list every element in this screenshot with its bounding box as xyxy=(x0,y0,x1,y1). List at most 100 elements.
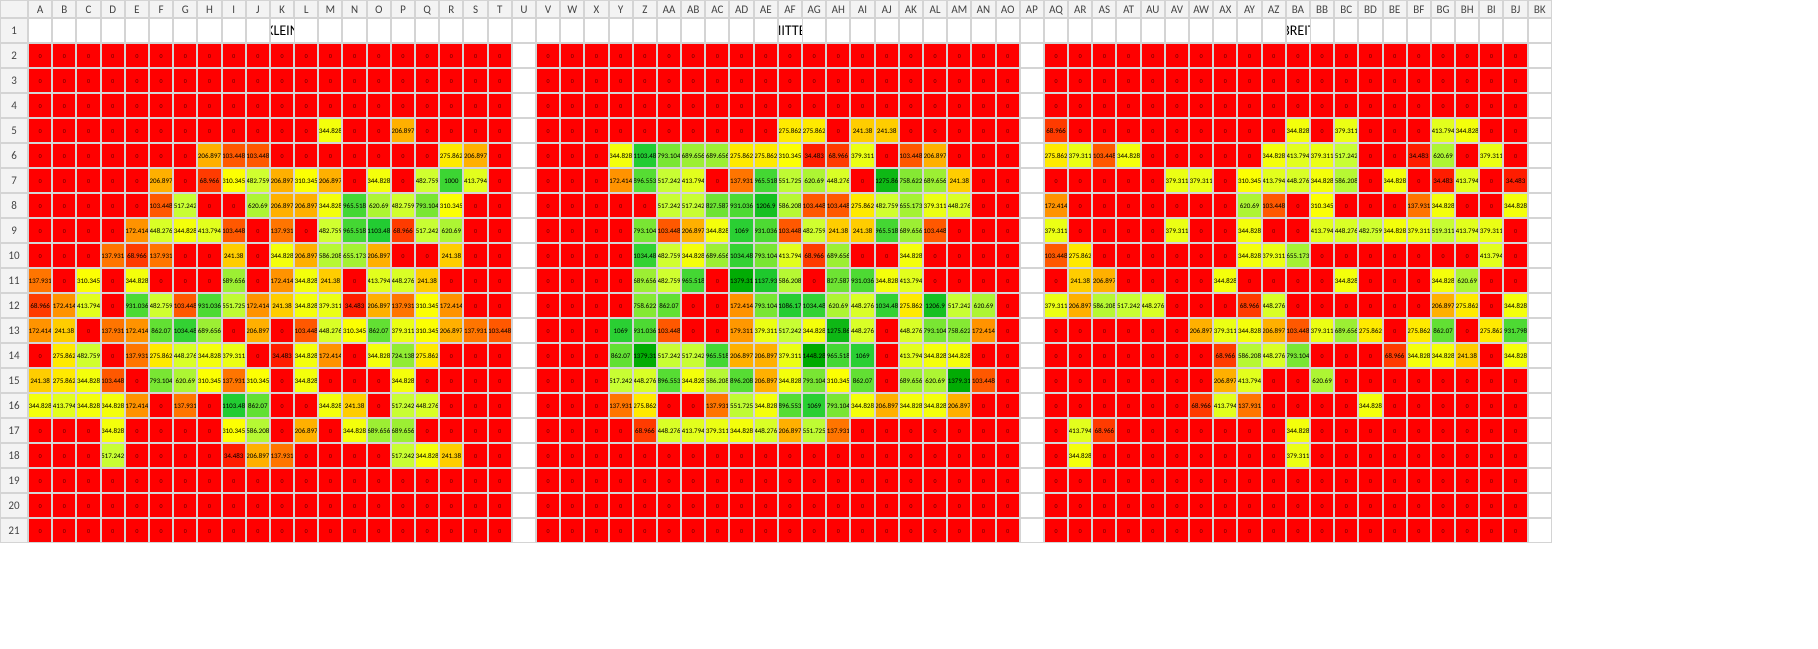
cell-AI6[interactable]: 379.311 xyxy=(850,143,874,168)
cell-G1[interactable] xyxy=(173,18,197,43)
cell-AF15[interactable]: 344.828 xyxy=(778,368,802,393)
cell-AC4[interactable]: 0 xyxy=(705,93,729,118)
cell-AH6[interactable]: 68.966 xyxy=(826,143,850,168)
cell-AZ3[interactable]: 0 xyxy=(1262,68,1286,93)
cell-AW21[interactable]: 0 xyxy=(1189,518,1213,543)
cell-AC5[interactable]: 0 xyxy=(705,118,729,143)
row-header-9[interactable]: 9 xyxy=(0,218,28,243)
cell-Y13[interactable]: 1069 xyxy=(609,318,633,343)
cell-B11[interactable]: 0 xyxy=(52,268,76,293)
cell-B8[interactable]: 0 xyxy=(52,193,76,218)
cell-AQ21[interactable]: 0 xyxy=(1044,518,1068,543)
cell-BC1[interactable] xyxy=(1334,18,1358,43)
cell-P5[interactable]: 206.897 xyxy=(391,118,415,143)
cell-AP11[interactable] xyxy=(1020,268,1044,293)
cell-J12[interactable]: 172.414 xyxy=(246,293,270,318)
cell-W7[interactable]: 0 xyxy=(560,168,584,193)
cell-Y21[interactable]: 0 xyxy=(609,518,633,543)
cell-AQ19[interactable]: 0 xyxy=(1044,468,1068,493)
cell-K20[interactable]: 0 xyxy=(270,493,294,518)
cell-L5[interactable]: 0 xyxy=(294,118,318,143)
cell-BC17[interactable]: 0 xyxy=(1334,418,1358,443)
cell-AN19[interactable]: 0 xyxy=(971,468,995,493)
cell-BH13[interactable]: 0 xyxy=(1455,318,1479,343)
cell-AX3[interactable]: 0 xyxy=(1213,68,1237,93)
cell-Y12[interactable]: 0 xyxy=(609,293,633,318)
cell-K14[interactable]: 34.483 xyxy=(270,343,294,368)
cell-BB18[interactable]: 0 xyxy=(1310,443,1334,468)
cell-AG4[interactable]: 0 xyxy=(802,93,826,118)
cell-AJ10[interactable]: 0 xyxy=(875,243,899,268)
cell-BG1[interactable] xyxy=(1431,18,1455,43)
cell-I6[interactable]: 103.448 xyxy=(222,143,246,168)
cell-AH3[interactable]: 0 xyxy=(826,68,850,93)
cell-AA9[interactable]: 103.448 xyxy=(657,218,681,243)
cell-K18[interactable]: 137.931 xyxy=(270,443,294,468)
cell-L19[interactable]: 0 xyxy=(294,468,318,493)
cell-K16[interactable]: 0 xyxy=(270,393,294,418)
cell-L3[interactable]: 0 xyxy=(294,68,318,93)
cell-B13[interactable]: 241.38 xyxy=(52,318,76,343)
cell-AX6[interactable]: 0 xyxy=(1213,143,1237,168)
col-header-F[interactable]: F xyxy=(149,0,173,18)
cell-AR17[interactable]: 413.794 xyxy=(1068,418,1092,443)
cell-U10[interactable] xyxy=(512,243,536,268)
cell-AH16[interactable]: 793.104 xyxy=(826,393,850,418)
cell-B7[interactable]: 0 xyxy=(52,168,76,193)
cell-AU8[interactable]: 0 xyxy=(1141,193,1165,218)
cell-BD9[interactable]: 482.759 xyxy=(1358,218,1382,243)
cell-AT18[interactable]: 0 xyxy=(1116,443,1140,468)
cell-J10[interactable]: 0 xyxy=(246,243,270,268)
cell-AO6[interactable]: 0 xyxy=(996,143,1020,168)
cell-D7[interactable]: 0 xyxy=(101,168,125,193)
cell-AV19[interactable]: 0 xyxy=(1165,468,1189,493)
cell-BA14[interactable]: 793.104 xyxy=(1286,343,1310,368)
cell-BA6[interactable]: 413.794 xyxy=(1286,143,1310,168)
cell-BK19[interactable] xyxy=(1528,468,1552,493)
cell-L12[interactable]: 344.828 xyxy=(294,293,318,318)
cell-BH10[interactable]: 0 xyxy=(1455,243,1479,268)
cell-AD12[interactable]: 172.414 xyxy=(729,293,753,318)
cell-G3[interactable]: 0 xyxy=(173,68,197,93)
cell-AX5[interactable]: 0 xyxy=(1213,118,1237,143)
cell-BD4[interactable]: 0 xyxy=(1358,93,1382,118)
cell-AF18[interactable]: 0 xyxy=(778,443,802,468)
cell-Y6[interactable]: 344.828 xyxy=(609,143,633,168)
cell-S12[interactable]: 0 xyxy=(463,293,487,318)
cell-AA13[interactable]: 103.448 xyxy=(657,318,681,343)
cell-M13[interactable]: 448.276 xyxy=(318,318,342,343)
cell-R21[interactable]: 0 xyxy=(439,518,463,543)
cell-AS16[interactable]: 0 xyxy=(1092,393,1116,418)
cell-BI15[interactable]: 0 xyxy=(1479,368,1503,393)
cell-AE4[interactable]: 0 xyxy=(754,93,778,118)
cell-S14[interactable]: 0 xyxy=(463,343,487,368)
cell-AO9[interactable]: 0 xyxy=(996,218,1020,243)
cell-L21[interactable]: 0 xyxy=(294,518,318,543)
cell-AV17[interactable]: 0 xyxy=(1165,418,1189,443)
cell-AG9[interactable]: 482.759 xyxy=(802,218,826,243)
cell-U17[interactable] xyxy=(512,418,536,443)
cell-AU7[interactable]: 0 xyxy=(1141,168,1165,193)
cell-Y14[interactable]: 862.07 xyxy=(609,343,633,368)
cell-BG4[interactable]: 0 xyxy=(1431,93,1455,118)
cell-BA21[interactable]: 0 xyxy=(1286,518,1310,543)
cell-BJ15[interactable]: 0 xyxy=(1503,368,1527,393)
cell-AO10[interactable]: 0 xyxy=(996,243,1020,268)
cell-AC1[interactable] xyxy=(705,18,729,43)
cell-AV2[interactable]: 0 xyxy=(1165,43,1189,68)
cell-AD18[interactable]: 0 xyxy=(729,443,753,468)
cell-K12[interactable]: 241.38 xyxy=(270,293,294,318)
cell-AH14[interactable]: 965.518 xyxy=(826,343,850,368)
col-header-AA[interactable]: AA xyxy=(657,0,681,18)
cell-BD1[interactable] xyxy=(1358,18,1382,43)
col-header-U[interactable]: U xyxy=(512,0,536,18)
cell-AI21[interactable]: 0 xyxy=(850,518,874,543)
cell-AL21[interactable]: 0 xyxy=(923,518,947,543)
cell-AP4[interactable] xyxy=(1020,93,1044,118)
cell-BH15[interactable]: 0 xyxy=(1455,368,1479,393)
cell-AY18[interactable]: 0 xyxy=(1237,443,1261,468)
cell-BK13[interactable] xyxy=(1528,318,1552,343)
cell-AI17[interactable]: 0 xyxy=(850,418,874,443)
col-header-AK[interactable]: AK xyxy=(899,0,923,18)
cell-C14[interactable]: 482.759 xyxy=(76,343,100,368)
